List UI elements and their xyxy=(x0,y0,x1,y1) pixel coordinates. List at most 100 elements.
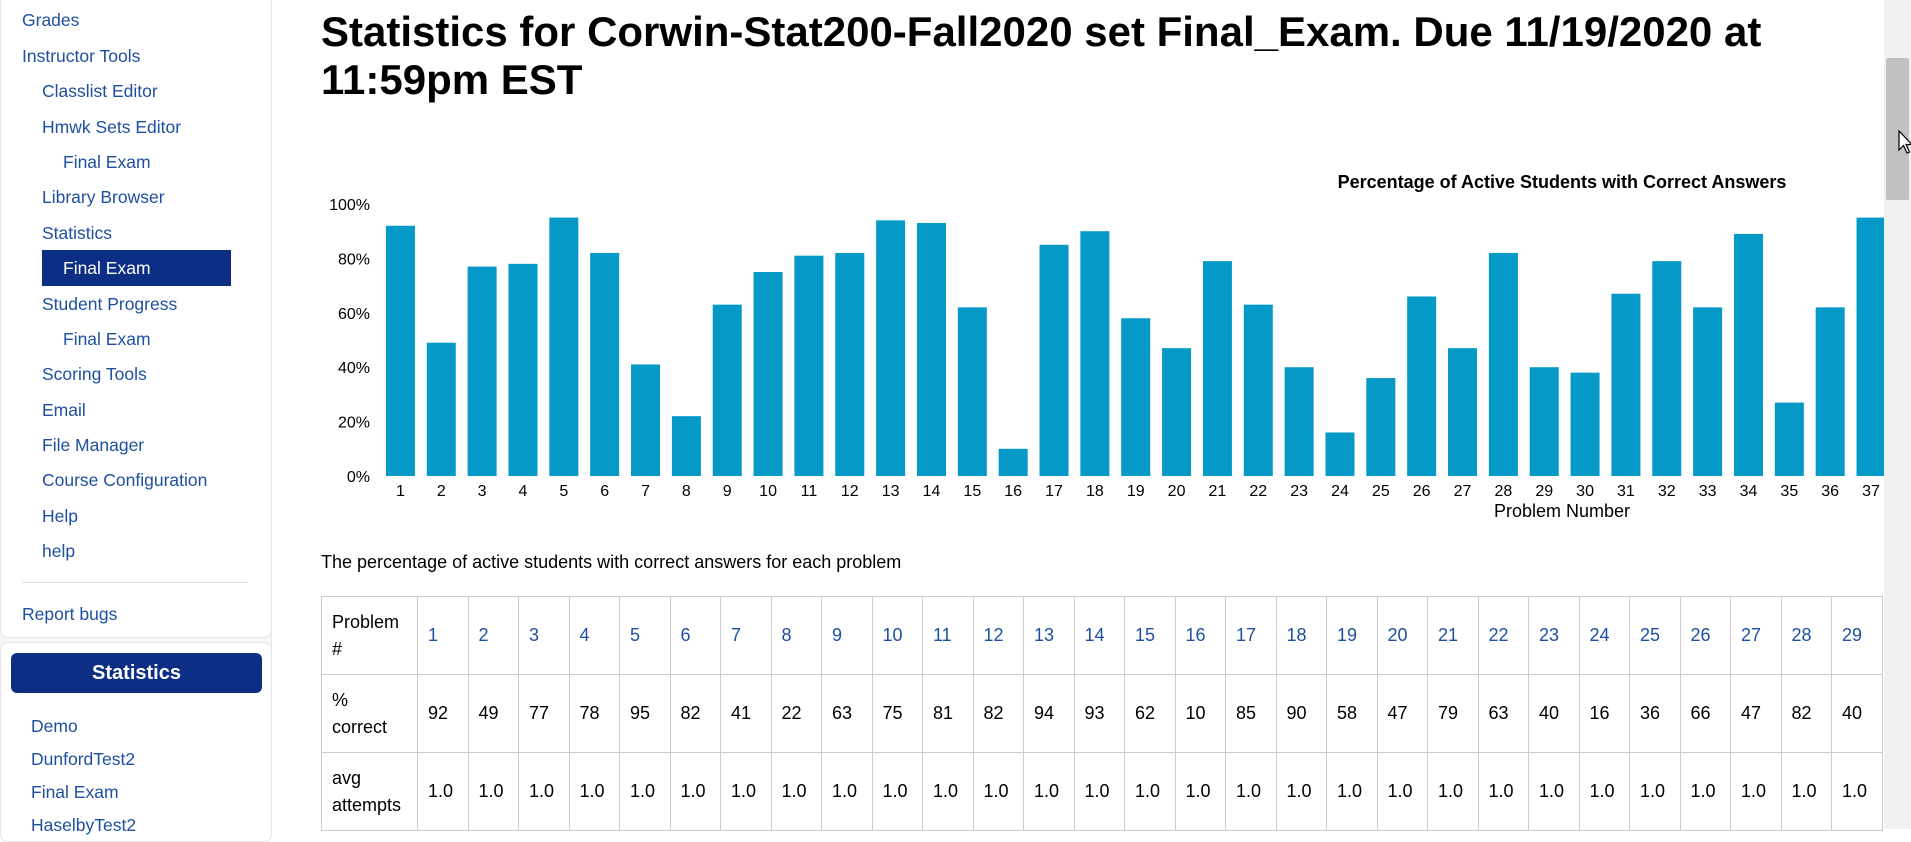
x-tick-label: 16 xyxy=(1004,483,1022,500)
bar-problem-24 xyxy=(1325,432,1355,476)
sidebar-item-help-15[interactable]: help xyxy=(42,541,76,561)
sidebar-item-final-exam-9[interactable]: Final Exam xyxy=(63,329,151,349)
percent-correct-row: % correct 92 49 77 78 95 82 41 22 63 75 81 82 94 93 62… xyxy=(321,674,1883,753)
problem-link-11[interactable]: 11 xyxy=(933,625,952,645)
problem-link-1[interactable]: 1 xyxy=(428,625,439,645)
problem-cell: 26 xyxy=(1679,596,1731,675)
x-tick-label: 35 xyxy=(1780,483,1798,500)
percent-correct-cell: 16 xyxy=(1578,674,1630,753)
problem-cell: 5 xyxy=(619,596,671,675)
problem-cell: 9 xyxy=(821,596,873,675)
x-tick-label: 27 xyxy=(1454,483,1472,500)
problem-link-5[interactable]: 5 xyxy=(630,625,641,645)
statistics-set-haselbytest2[interactable]: HaselbyTest2 xyxy=(31,815,137,835)
sidebar-item-course-configuration-13[interactable]: Course Configuration xyxy=(42,470,208,490)
problem-link-6[interactable]: 6 xyxy=(680,625,691,645)
x-tick-label: 2 xyxy=(437,483,446,500)
problem-link-23[interactable]: 23 xyxy=(1539,625,1560,645)
sidebar-item-hmwk-sets-editor-3[interactable]: Hmwk Sets Editor xyxy=(42,117,182,137)
problem-link-10[interactable]: 10 xyxy=(882,625,903,645)
x-tick-label: 3 xyxy=(478,483,487,500)
statistics-set-dunfordtest2[interactable]: DunfordTest2 xyxy=(31,749,136,769)
row-label-avg-attempts: avg attempts xyxy=(321,752,418,831)
problem-link-21[interactable]: 21 xyxy=(1438,625,1459,645)
problem-link-26[interactable]: 26 xyxy=(1690,625,1711,645)
problem-link-8[interactable]: 8 xyxy=(781,625,792,645)
sidebar-item-file-manager-12[interactable]: File Manager xyxy=(42,435,145,455)
problem-link-22[interactable]: 22 xyxy=(1488,625,1509,645)
problem-number-row: Problem # 1 2 3 4 5 6 7 8 9 10 11 12 13 14 15 16 17 18 19 2… xyxy=(321,596,1883,675)
percent-correct-cell: 10 xyxy=(1174,674,1226,753)
problem-link-29[interactable]: 29 xyxy=(1842,625,1863,645)
problem-cell: 19 xyxy=(1326,596,1378,675)
problem-link-15[interactable]: 15 xyxy=(1135,625,1156,645)
statistics-set-final-exam[interactable]: Final Exam xyxy=(31,782,119,802)
x-tick-label: 20 xyxy=(1168,483,1186,500)
percent-correct-cell: 82 xyxy=(972,674,1024,753)
problem-cell: 10 xyxy=(871,596,923,675)
problem-link-14[interactable]: 14 xyxy=(1084,625,1105,645)
bar-problem-20 xyxy=(1162,348,1192,476)
problem-cell: 25 xyxy=(1629,596,1681,675)
sidebar-item-student-progress-8[interactable]: Student Progress xyxy=(42,294,178,314)
sidebar-item-scoring-tools-10[interactable]: Scoring Tools xyxy=(42,364,147,384)
sidebar-item-email-11[interactable]: Email xyxy=(42,400,86,420)
problem-link-16[interactable]: 16 xyxy=(1185,625,1206,645)
problem-link-9[interactable]: 9 xyxy=(832,625,843,645)
problem-link-28[interactable]: 28 xyxy=(1791,625,1812,645)
sidebar-item-grades-0[interactable]: Grades xyxy=(22,10,80,30)
sidebar-item-classlist-editor-2[interactable]: Classlist Editor xyxy=(42,81,158,101)
table-caption: The percentage of active students with c… xyxy=(321,552,902,572)
problem-link-13[interactable]: 13 xyxy=(1034,625,1055,645)
sidebar-item-report-bugs-16[interactable]: Report bugs xyxy=(22,604,118,624)
problem-link-20[interactable]: 20 xyxy=(1387,625,1408,645)
x-tick-label: 8 xyxy=(682,483,691,500)
problem-cell: 3 xyxy=(518,596,570,675)
sidebar-item-final-exam-4[interactable]: Final Exam xyxy=(63,152,151,172)
sidebar-item-instructor-tools-1[interactable]: Instructor Tools xyxy=(22,46,141,66)
problem-link-25[interactable]: 25 xyxy=(1640,625,1661,645)
sidebar-item-library-browser-5[interactable]: Library Browser xyxy=(42,187,165,207)
sidebar-item-final-exam-7[interactable]: Final Exam xyxy=(42,250,231,286)
sidebar-item-help-14[interactable]: Help xyxy=(42,506,78,526)
avg-attempts-cell: 1.0 xyxy=(1326,752,1378,831)
percent-correct-cell: 82 xyxy=(669,674,721,753)
problem-stats-table: Problem # 1 2 3 4 5 6 7 8 9 10 11 12 13 14 15 16 17 18 19 2… xyxy=(321,596,1883,831)
bar-problem-22 xyxy=(1243,304,1273,476)
x-tick-label: 28 xyxy=(1494,483,1512,500)
bar-problem-23 xyxy=(1284,367,1314,476)
percent-correct-cell: 41 xyxy=(720,674,772,753)
problem-link-3[interactable]: 3 xyxy=(529,625,540,645)
bar-problem-21 xyxy=(1202,261,1232,476)
problem-link-17[interactable]: 17 xyxy=(1236,625,1257,645)
sidebar-item-statistics-6[interactable]: Statistics xyxy=(42,223,113,243)
bar-problem-27 xyxy=(1448,348,1478,476)
bar-problem-25 xyxy=(1366,378,1396,476)
x-tick-label: 25 xyxy=(1372,483,1390,500)
problem-cell: 28 xyxy=(1780,596,1832,675)
x-tick-label: 37 xyxy=(1862,483,1880,500)
problem-link-2[interactable]: 2 xyxy=(478,625,489,645)
problem-link-24[interactable]: 24 xyxy=(1589,625,1610,645)
percent-correct-cell: 58 xyxy=(1326,674,1378,753)
percent-correct-cell: 66 xyxy=(1679,674,1731,753)
avg-attempts-cell: 1.0 xyxy=(1780,752,1832,831)
problem-cell: 23 xyxy=(1528,596,1580,675)
percent-correct-cell: 36 xyxy=(1629,674,1681,753)
avg-attempts-cell: 1.0 xyxy=(1275,752,1327,831)
problem-link-27[interactable]: 27 xyxy=(1741,625,1762,645)
scrollbar-thumb[interactable] xyxy=(1886,58,1909,200)
problem-link-7[interactable]: 7 xyxy=(731,625,742,645)
problem-cell: 16 xyxy=(1174,596,1226,675)
problem-link-19[interactable]: 19 xyxy=(1337,625,1358,645)
statistics-set-demo[interactable]: Demo xyxy=(31,716,78,736)
avg-attempts-cell: 1.0 xyxy=(1578,752,1630,831)
problem-cell: 20 xyxy=(1376,596,1428,675)
percent-correct-cell: 82 xyxy=(1780,674,1832,753)
bar-problem-32 xyxy=(1652,261,1682,476)
problem-link-12[interactable]: 12 xyxy=(983,625,1004,645)
problem-link-18[interactable]: 18 xyxy=(1286,625,1307,645)
avg-attempts-cell: 1.0 xyxy=(568,752,620,831)
percent-correct-cell: 94 xyxy=(1023,674,1075,753)
problem-link-4[interactable]: 4 xyxy=(579,625,590,645)
